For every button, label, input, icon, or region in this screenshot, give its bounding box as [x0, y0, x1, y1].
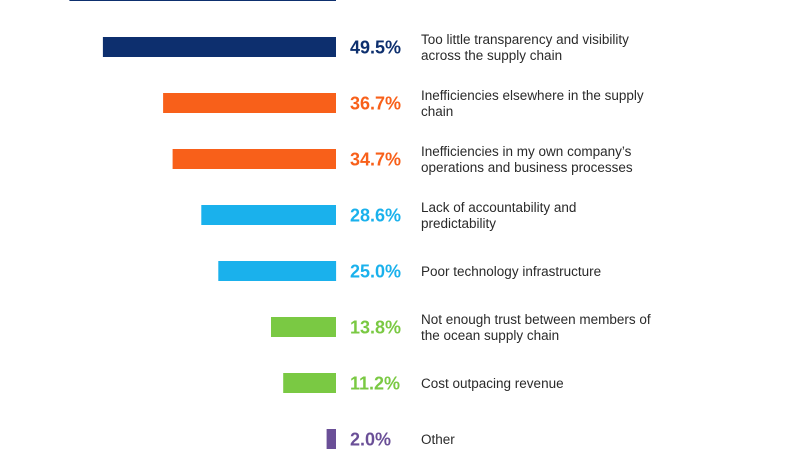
data-label: 49.5% — [350, 38, 401, 58]
category-label: the ocean supply chain — [421, 328, 559, 343]
data-label: 56.6% — [350, 0, 401, 2]
category-label: Inefficiencies in my own company’s — [421, 144, 632, 159]
category-label: Not enough trust between members of — [421, 312, 651, 327]
data-label: 11.2% — [350, 374, 400, 394]
category-label: operations and business processes — [421, 160, 633, 175]
bar — [102, 37, 337, 57]
category-label: Cost outpacing revenue — [421, 376, 564, 391]
data-label: 36.7% — [350, 94, 401, 114]
data-label: 2.0% — [350, 430, 391, 450]
bar — [163, 93, 336, 113]
category-label: Poor technology infrastructure — [421, 264, 601, 279]
category-label: Lack of accountability and — [421, 200, 576, 215]
category-label: across the supply chain — [421, 48, 562, 63]
category-label: Other — [421, 432, 455, 447]
bar — [218, 261, 337, 281]
category-label: predictability — [421, 216, 496, 231]
data-label: 28.6% — [350, 206, 401, 226]
data-label: 25.0% — [350, 262, 401, 282]
data-label: 13.8% — [350, 318, 401, 338]
bar — [271, 317, 336, 337]
bar — [326, 429, 336, 449]
category-label: chain — [421, 104, 453, 119]
category-label: Too little transparency and visibility — [421, 32, 629, 47]
category-label: Inefficiencies elsewhere in the supply — [421, 88, 644, 103]
bar — [283, 373, 336, 393]
data-label: 34.7% — [350, 150, 401, 170]
bar — [69, 0, 337, 1]
bar — [172, 149, 336, 169]
bar — [201, 205, 336, 225]
